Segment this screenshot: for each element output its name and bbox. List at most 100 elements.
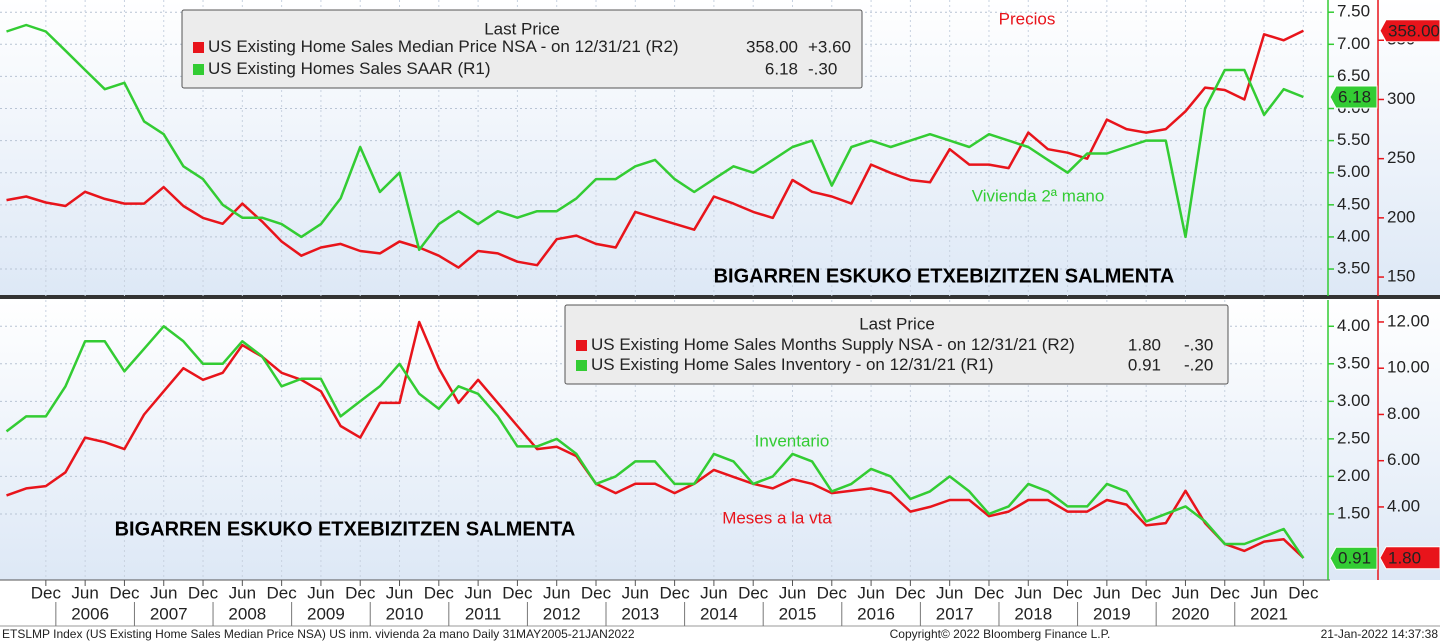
x-tick-label: Dec — [817, 583, 848, 602]
legend-last: 1.80 — [1128, 335, 1161, 354]
legend-name: US Existing Home Sales Months Supply NSA — [591, 335, 934, 354]
y-tick-label: 4.00 — [1387, 496, 1420, 515]
legend-entry: US Existing Home Sales Median Price NSA … — [208, 37, 679, 56]
x-tick-label: Jun — [622, 583, 649, 602]
x-tick-label: Dec — [31, 583, 62, 602]
legend-last: 358.00 — [746, 37, 798, 56]
x-tick-label: Jun — [150, 583, 177, 602]
last-value-label: 358.00 — [1388, 21, 1440, 40]
legend-change: -.20 — [1184, 355, 1213, 374]
legend-swatch — [576, 340, 587, 351]
x-tick-label: Dec — [267, 583, 298, 602]
x-tick-label: Jun — [779, 583, 806, 602]
year-label: 2015 — [779, 604, 817, 623]
legend-note: - on 12/31/21 (R2) — [541, 37, 679, 56]
last-value-label: 0.91 — [1338, 549, 1371, 568]
x-tick-label: Jun — [700, 583, 727, 602]
y-tick-label: 6.50 — [1337, 66, 1370, 85]
y-tick-label: 2.50 — [1337, 428, 1370, 447]
legend-swatch — [193, 42, 204, 53]
x-tick-label: Jun — [1172, 583, 1199, 602]
legend-box — [564, 304, 1229, 385]
y-tick-label: 150 — [1387, 267, 1415, 286]
x-tick-label: Dec — [1131, 583, 1162, 602]
last-value-label: 6.18 — [1338, 87, 1371, 106]
last-value-tag — [1329, 546, 1378, 570]
legend-note: - on 12/31/21 (R2) — [937, 335, 1075, 354]
x-tick-label: Jun — [543, 583, 570, 602]
legend-entry: US Existing Homes Sales SAAR (R1) — [208, 59, 491, 78]
x-tick-label: Dec — [1210, 583, 1241, 602]
y-tick-label: 4.50 — [1337, 194, 1370, 213]
year-label: 2019 — [1093, 604, 1131, 623]
year-label: 2008 — [228, 604, 266, 623]
legend-last: 0.91 — [1128, 355, 1161, 374]
x-tick-label: Jun — [1093, 583, 1120, 602]
y-tick-label: 3.50 — [1337, 353, 1370, 372]
x-tick-label: Dec — [109, 583, 140, 602]
x-tick-label: Dec — [188, 583, 219, 602]
x-tick-label: Jun — [1250, 583, 1277, 602]
annotation: Inventario — [755, 431, 830, 450]
year-label: 2007 — [150, 604, 188, 623]
y-tick-label: 3.00 — [1337, 391, 1370, 410]
y-tick-label: 7.00 — [1337, 34, 1370, 53]
x-tick-label: Jun — [936, 583, 963, 602]
year-label: 2011 — [465, 604, 502, 623]
x-tick-label: Jun — [857, 583, 884, 602]
x-tick-label: Dec — [738, 583, 769, 602]
y-tick-label: 300 — [1387, 89, 1415, 108]
annotation: BIGARREN ESKUKO ETXEBIZITZEN SALMENTA — [714, 265, 1175, 287]
y-tick-label: 4.00 — [1337, 226, 1370, 245]
annotation: Vivienda 2ª mano — [972, 186, 1105, 205]
legend-title: Last Price — [484, 19, 560, 38]
year-label: 2009 — [307, 604, 345, 623]
series-line — [5, 325, 1305, 559]
series-line — [6, 320, 1305, 559]
legend-name: US Existing Home Sales Median Price NSA — [208, 37, 537, 56]
series-line — [6, 29, 1304, 269]
year-label: 2020 — [1172, 604, 1210, 623]
year-label: 2021 — [1250, 604, 1288, 623]
panel-separator — [0, 295, 1440, 299]
legend-box — [181, 9, 863, 89]
legend-change: -.30 — [808, 59, 837, 78]
x-tick-label: Jun — [307, 583, 334, 602]
x-tick-label: Dec — [659, 583, 690, 602]
x-tick-label: Dec — [345, 583, 376, 602]
last-value-tag — [1379, 19, 1440, 43]
annotation: BIGARREN ESKUKO ETXEBIZITZEN SALMENTA — [115, 518, 576, 540]
year-label: 2010 — [386, 604, 424, 623]
footer-left: ETSLMP Index (US Existing Home Sales Med… — [2, 627, 635, 641]
x-tick-label: Dec — [502, 583, 533, 602]
legend-swatch — [193, 64, 204, 75]
legend-last: 6.18 — [765, 59, 798, 78]
year-label: 2013 — [621, 604, 659, 623]
x-tick-label: Dec — [1052, 583, 1083, 602]
y-tick-label: 8.00 — [1387, 404, 1420, 423]
y-tick-label: 10.00 — [1387, 358, 1430, 377]
x-tick-label: Jun — [1015, 583, 1042, 602]
x-tick-label: Jun — [71, 583, 98, 602]
x-tick-label: Dec — [974, 583, 1005, 602]
footer-right: 21-Jan-2022 14:37:38 — [1321, 627, 1439, 641]
y-tick-label: 2.00 — [1337, 466, 1370, 485]
y-tick-label: 3.50 — [1337, 259, 1370, 278]
legend-entry: US Existing Home Sales Months Supply NSA… — [591, 335, 1075, 354]
year-label: 2017 — [936, 604, 974, 623]
y-tick-label: 1.50 — [1337, 503, 1370, 522]
footer-center: Copyright© 2022 Bloomberg Finance L.P. — [890, 627, 1111, 641]
y-tick-label: 4.00 — [1337, 316, 1370, 335]
y-tick-label: 5.50 — [1337, 130, 1370, 149]
legend-swatch — [576, 360, 587, 371]
legend-note: (R1) — [457, 59, 490, 78]
legend-name: US Existing Home Sales Inventory — [591, 355, 851, 374]
x-tick-label: Dec — [424, 583, 455, 602]
x-tick-label: Jun — [229, 583, 256, 602]
y-tick-label: 5.00 — [1337, 162, 1370, 181]
x-tick-label: Jun — [464, 583, 491, 602]
legend-note: - on 12/31/21 (R1) — [856, 355, 994, 374]
last-value-tag — [1379, 546, 1440, 570]
